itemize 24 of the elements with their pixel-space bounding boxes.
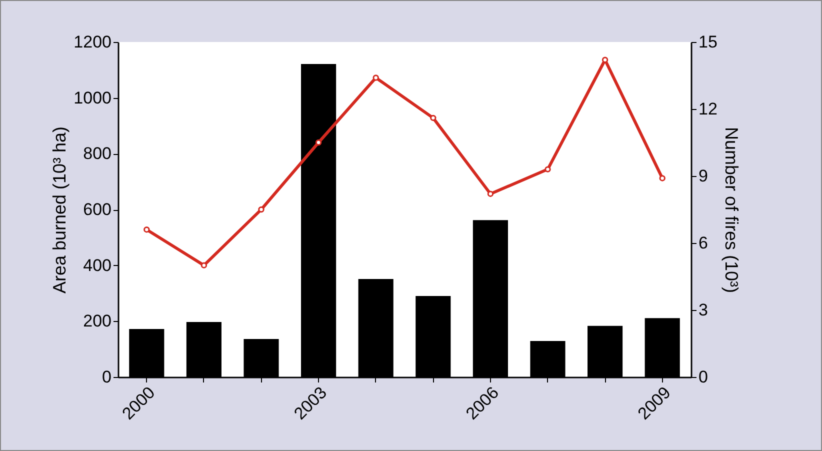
y-tick-label: 1000	[74, 88, 112, 108]
point	[659, 175, 666, 182]
y-tick-label: 800	[83, 144, 112, 164]
point	[487, 190, 494, 197]
y2-tick-label: 0	[698, 368, 708, 386]
y-tick-label: 600	[83, 200, 112, 219]
y-tick-label: 0	[102, 368, 112, 386]
y2-axis-title: Number of fires (10³)	[721, 126, 742, 294]
y2-tick-label: 3	[698, 300, 708, 320]
point	[430, 114, 436, 122]
point	[200, 262, 208, 268]
y-tick-label: 200	[83, 312, 112, 331]
y-tick-label: 1200	[74, 32, 112, 52]
y-axis-title: Area burned (10³ ha)	[50, 126, 70, 294]
point	[258, 206, 264, 213]
y2-tick-label: 9	[698, 166, 708, 186]
point	[144, 226, 150, 233]
y2-tick-label: 12	[698, 100, 718, 118]
y2-tick-label: 15	[698, 32, 718, 52]
y-tick-label: 400	[83, 256, 112, 275]
y2-tick-label: 6	[698, 234, 708, 252]
point	[372, 74, 379, 81]
point	[315, 139, 322, 146]
point	[544, 166, 551, 172]
